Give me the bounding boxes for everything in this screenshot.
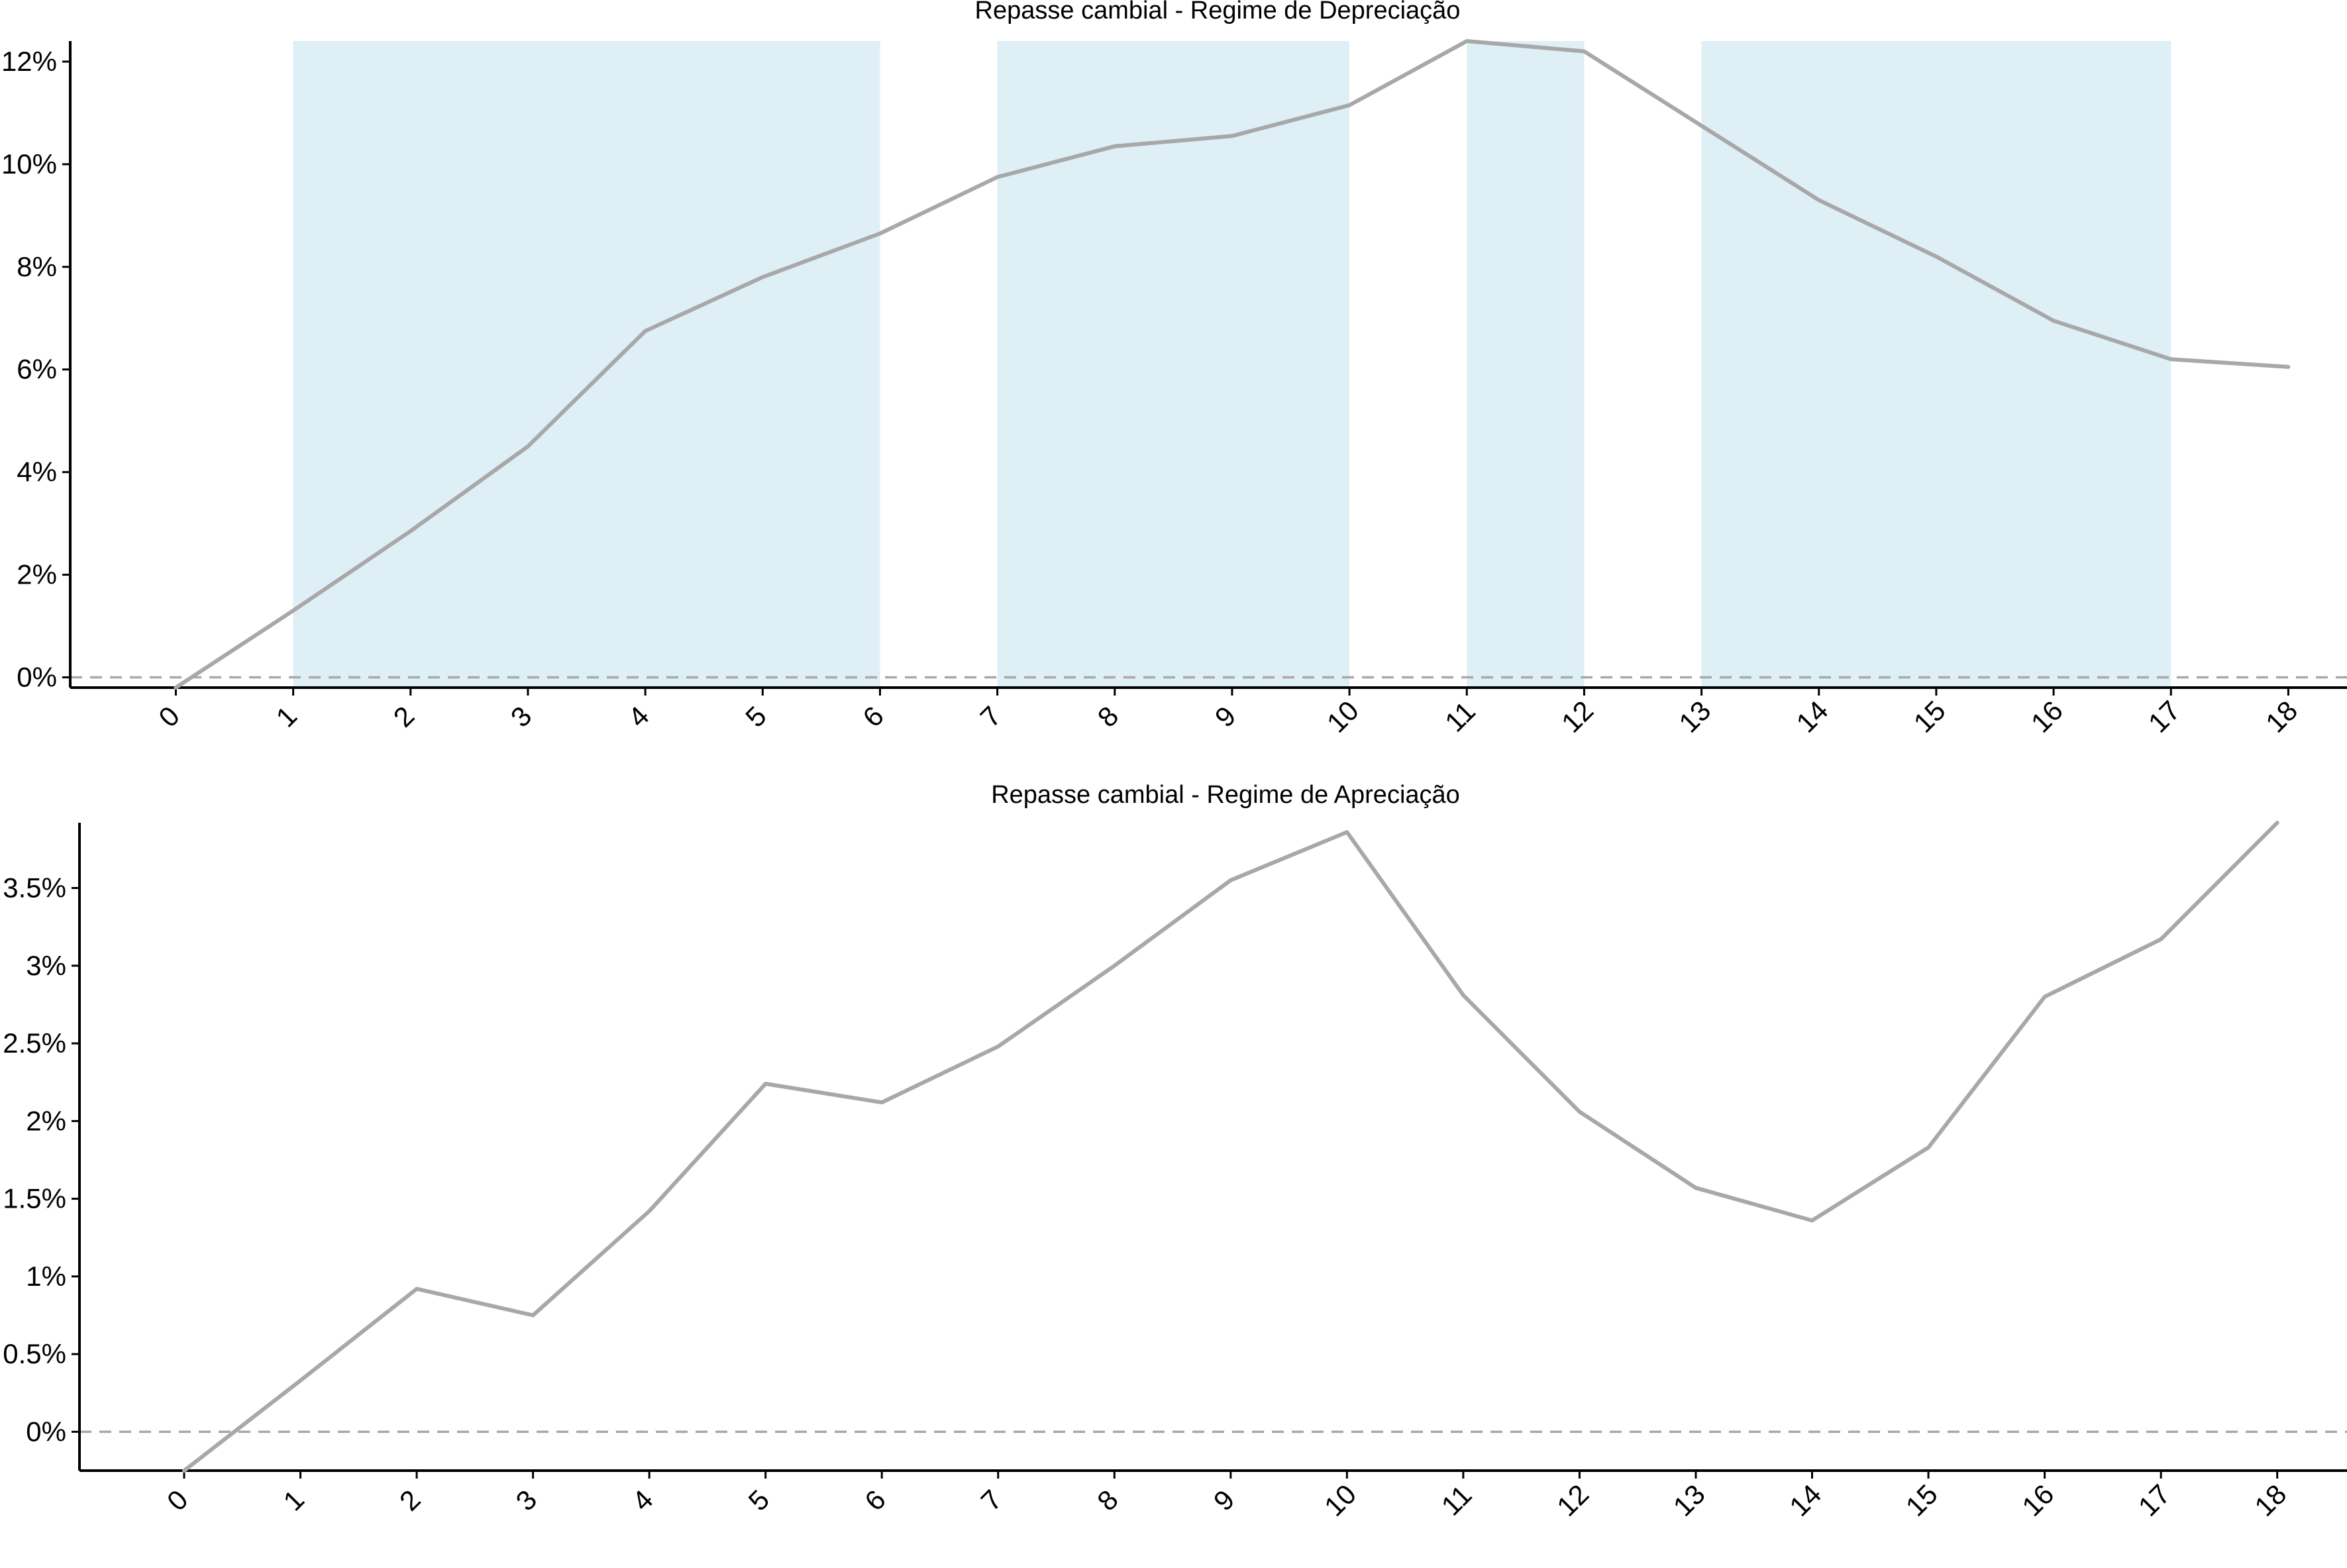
panel-2-x-tick-label-0: 0 [161, 1484, 194, 1517]
panel-1-x-tick-label-11: 11 [1439, 696, 1481, 738]
panel-1-shaded-region-3 [1701, 41, 2171, 688]
panel-2-x-tick-label-14: 14 [1783, 1479, 1827, 1522]
panel-2-y-tick-label-0: 0% [26, 1416, 66, 1447]
panel-1-x-tick-label-2: 2 [388, 700, 421, 733]
panel-2-x-tick-label-6: 6 [859, 1484, 892, 1517]
panel-2-x-tick-label-11: 11 [1435, 1479, 1478, 1522]
panel-1-title: Repasse cambial - Regime de Depreciação [975, 0, 1461, 25]
panel-1-x-tick-label-9: 9 [1209, 700, 1242, 733]
panel-2-x-tick-label-1: 1 [277, 1484, 310, 1517]
panel-2-x-tick-label-5: 5 [743, 1484, 776, 1517]
panel-2-series-line-0 [182, 821, 2279, 1473]
panel-2-title: Repasse cambial - Regime de Apreciação [991, 781, 1460, 809]
panel-2-y-tick-label-1: 0.5% [3, 1338, 66, 1369]
panel-1-x-tick-label-6: 6 [857, 700, 890, 733]
panel-2-x-tick-label-18: 18 [2248, 1479, 2292, 1522]
panel-1-y-tick-label-3: 6% [17, 354, 57, 385]
panel-1-x-tick-label-3: 3 [505, 700, 538, 733]
panel-1-shaded-region-0 [293, 41, 880, 688]
panel-1-x-tick-label-4: 4 [622, 700, 655, 733]
panel-2: 0%0.5%1%1.5%2%2.5%3%3.5%0 1 2 3 4 5 6 7 8 9 10 11 12… [3, 821, 2347, 1522]
panel-2-x-tick-label-3: 3 [509, 1484, 543, 1517]
panel-1-y-tick-label-0: 0% [17, 662, 57, 693]
panel-1-x-tick-label-14: 14 [1790, 695, 1834, 739]
panel-1-x-tick-label-13: 13 [1673, 695, 1716, 739]
panel-1-x-tick-label-18: 18 [2260, 695, 2303, 739]
panel-1: 0%2%4%6%8%10%12%0 1 2 3 4 5 6 7 8 9 10 11 12 13 14 15 16… [1, 39, 2347, 739]
panel-2-x-tick-label-15: 15 [1900, 1479, 1944, 1522]
panel-2-x-tick-label-17: 17 [2132, 1479, 2176, 1522]
panel-1-x-tick-label-10: 10 [1321, 695, 1365, 739]
panel-1-shaded-region-1 [997, 41, 1350, 688]
panel-2-x-tick-label-9: 9 [1208, 1484, 1241, 1517]
panel-2-y-tick-label-3: 1.5% [3, 1183, 66, 1214]
panel-1-y-tick-label-2: 4% [17, 456, 57, 488]
panel-2-x-tick-label-2: 2 [393, 1484, 427, 1517]
panel-2-x-tick-label-12: 12 [1551, 1479, 1594, 1522]
panel-2-x-tick-label-10: 10 [1318, 1479, 1362, 1522]
panel-2-x-tick-label-4: 4 [626, 1484, 659, 1517]
panel-2-y-tick-label-5: 2.5% [3, 1027, 66, 1059]
panel-1-x-tick-label-12: 12 [1555, 695, 1599, 739]
panel-2-y-tick-label-7: 3.5% [3, 872, 66, 904]
panel-1-x-tick-label-1: 1 [270, 700, 303, 733]
panel-1-x-tick-label-15: 15 [1908, 695, 1952, 739]
panel-1-y-tick-label-1: 2% [17, 559, 57, 590]
panel-1-x-tick-label-0: 0 [152, 700, 185, 733]
panel-1-series-line-0 [174, 39, 2291, 690]
panel-1-x-tick-label-17: 17 [2142, 695, 2186, 739]
panel-1-y-tick-label-6: 12% [1, 46, 57, 77]
panel-1-x-tick-label-8: 8 [1092, 700, 1125, 733]
panel-2-y-tick-label-4: 2% [26, 1105, 66, 1136]
panel-2-x-tick-label-16: 16 [2016, 1479, 2060, 1522]
panel-1-shaded-region-2 [1467, 41, 1585, 688]
panel-1-x-tick-label-16: 16 [2025, 695, 2069, 739]
panel-2-x-tick-label-8: 8 [1091, 1484, 1124, 1517]
panel-2-x-tick-label-13: 13 [1667, 1479, 1711, 1522]
panel-2-y-tick-label-2: 1% [26, 1261, 66, 1292]
panel-2-x-tick-label-7: 7 [975, 1484, 1008, 1517]
panel-1-x-tick-label-7: 7 [974, 700, 1007, 733]
panel-2-y-tick-label-6: 3% [26, 950, 66, 981]
panel-1-y-tick-label-5: 10% [1, 148, 57, 180]
panel-1-x-tick-label-5: 5 [739, 700, 772, 733]
panel-1-y-tick-label-4: 8% [17, 251, 57, 282]
